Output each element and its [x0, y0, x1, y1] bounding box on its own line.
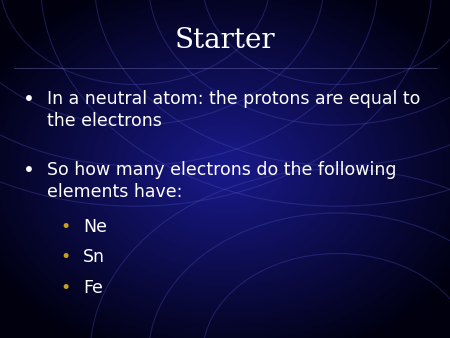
Text: Starter: Starter — [175, 27, 275, 54]
Text: Ne: Ne — [83, 218, 107, 236]
Text: Fe: Fe — [83, 279, 103, 297]
Text: Sn: Sn — [83, 248, 105, 266]
Text: •: • — [60, 279, 70, 297]
Text: •: • — [60, 248, 70, 266]
Text: •: • — [23, 90, 35, 108]
Text: •: • — [23, 161, 35, 179]
Text: In a neutral atom: the protons are equal to
the electrons: In a neutral atom: the protons are equal… — [47, 90, 421, 130]
Text: So how many electrons do the following
elements have:: So how many electrons do the following e… — [47, 161, 397, 201]
Text: •: • — [60, 218, 70, 236]
